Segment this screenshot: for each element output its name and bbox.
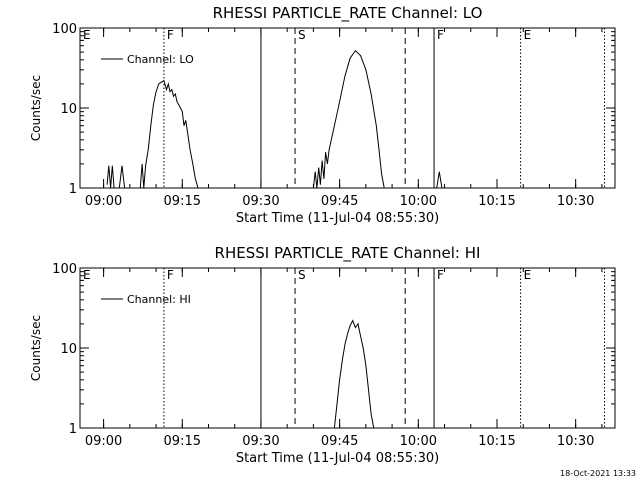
x-tick-label: 09:15 [164, 434, 201, 449]
x-tick-label: 10:30 [557, 434, 594, 449]
y-tick-label: 100 [52, 262, 77, 277]
y-tick-label: 10 [60, 342, 77, 357]
footer-timestamp: 18-Oct-2021 13:33 [560, 469, 636, 478]
x-tick-label: 09:45 [321, 194, 358, 209]
x-tick-label: 09:30 [242, 194, 279, 209]
y-axis-label: Counts/sec [29, 75, 43, 141]
x-tick-label: 10:00 [400, 194, 437, 209]
y-tick-label: 1 [69, 422, 77, 437]
x-axis-label: Start Time (11-Jul-04 08:55:30) [236, 211, 439, 226]
event-marker-label: F [437, 28, 444, 42]
legend-entry: Channel: LO [127, 53, 194, 66]
x-tick-label: 10:00 [400, 434, 437, 449]
event-marker-label: E [524, 28, 532, 42]
x-tick-label: 10:15 [478, 194, 515, 209]
legend-entry: Channel: HI [127, 293, 191, 306]
y-tick-label: 1 [69, 182, 77, 197]
event-marker-label: E [524, 268, 532, 282]
x-tick-label: 09:30 [242, 434, 279, 449]
event-marker-label: F [437, 268, 444, 282]
x-axis-label: Start Time (11-Jul-04 08:55:30) [236, 451, 439, 466]
chart-panel-lo: RHESSI PARTICLE_RATE Channel: LO Counts/s… [29, 4, 616, 226]
event-marker-label: S [298, 268, 306, 282]
chart-title: RHESSI PARTICLE_RATE Channel: HI [215, 244, 481, 263]
x-tick-label: 09:00 [85, 194, 122, 209]
x-tick-label: 10:30 [557, 194, 594, 209]
y-tick-label: 10 [60, 102, 77, 117]
y-axis-label: Counts/sec [29, 315, 43, 381]
x-tick-label: 09:00 [85, 434, 122, 449]
x-tick-label: 10:15 [478, 434, 515, 449]
plot-frame [79, 27, 616, 189]
event-marker-label: F [167, 268, 174, 282]
plot-frame [79, 267, 616, 429]
series-line [333, 319, 375, 429]
series-line [106, 49, 443, 189]
chart-title: RHESSI PARTICLE_RATE Channel: LO [213, 4, 483, 23]
x-tick-label: 09:45 [321, 434, 358, 449]
event-marker-label: S [298, 28, 306, 42]
event-marker-label: F [167, 28, 174, 42]
x-tick-label: 09:15 [164, 194, 201, 209]
y-tick-label: 100 [52, 22, 77, 37]
event-marker-label: E [83, 268, 91, 282]
chart-panel-hi: RHESSI PARTICLE_RATE Channel: HI Counts/s… [29, 244, 616, 466]
event-marker-label: E [83, 28, 91, 42]
